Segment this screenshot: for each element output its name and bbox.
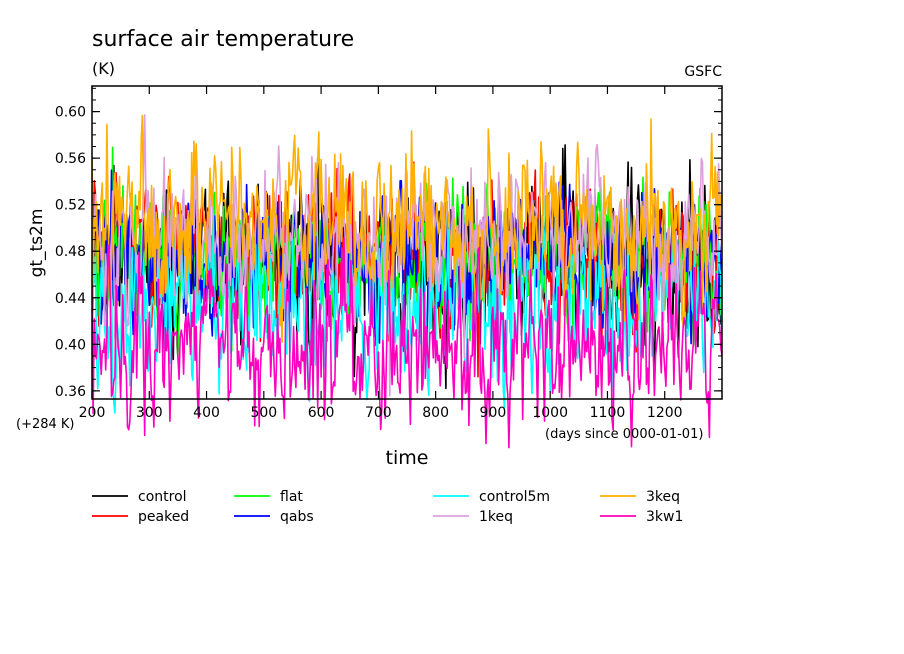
legend-label-3keq: 3keq [646, 489, 680, 505]
y-tick-label: 0.52 [55, 198, 86, 214]
x-unit-note: (days since 0000-01-01) [545, 427, 703, 442]
plot-frame [91, 85, 723, 400]
series-line-3keq [92, 114, 722, 344]
y-tick-label: 0.60 [55, 105, 86, 121]
x-tick-label: 1000 [532, 405, 568, 421]
legend-label-1keq: 1keq [479, 509, 513, 525]
x-tick-label: 300 [136, 405, 163, 421]
chart-title: surface air temperature [92, 27, 354, 52]
y-tick-label: 0.36 [55, 384, 86, 400]
x-tick-label: 700 [365, 405, 392, 421]
series-line-3kw1 [92, 237, 722, 449]
y-tick-label: 0.56 [55, 151, 86, 167]
legend-label-3kw1: 3kw1 [646, 509, 683, 525]
legend-label-control5m: control5m [479, 489, 550, 505]
x-tick-label: 1100 [590, 405, 626, 421]
x-tick-label: 200 [79, 405, 106, 421]
legend-label-control: control [138, 489, 187, 505]
legend-label-peaked: peaked [138, 509, 189, 525]
x-axis-title: time [386, 447, 429, 469]
x-tick-label: 600 [308, 405, 335, 421]
y-tick-label: 0.48 [55, 244, 86, 260]
credit-label: GSFC [684, 64, 722, 80]
y-tick-label: 0.40 [55, 337, 86, 353]
x-tick-label: 800 [422, 405, 449, 421]
x-tick-label: 900 [480, 405, 507, 421]
y-offset-note: (+284 K) [16, 417, 75, 432]
axes-group: 0.36 0.40 0.44 0.48 0.52 0.56 0.60 200 300 400 500… [55, 86, 722, 421]
y-tick-label: 0.44 [55, 291, 86, 307]
x-tick-label: 1200 [647, 405, 683, 421]
y-axis-title: gt_ts2m [27, 209, 47, 278]
legend-label-flat: flat [280, 489, 303, 505]
series-group [92, 114, 722, 449]
units-label: (K) [92, 59, 115, 78]
x-tick-label: 500 [250, 405, 277, 421]
legend-label-qabs: qabs [280, 509, 314, 525]
legend: control flat control5m 3keq peaked qabs 1keq 3k… [92, 489, 683, 525]
x-tick-label: 400 [193, 405, 220, 421]
